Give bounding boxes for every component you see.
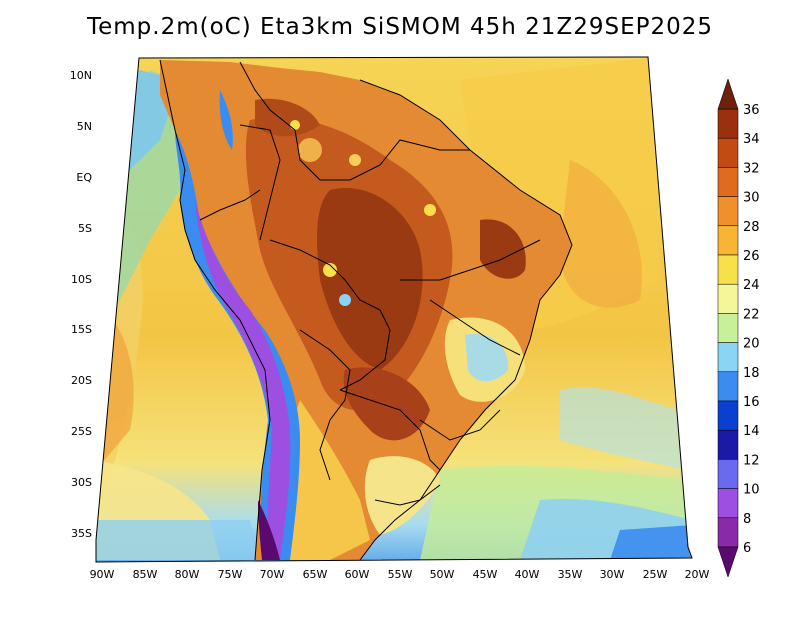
colorbar-label: 16 (743, 395, 760, 410)
lat-label: 35S (71, 527, 92, 540)
lat-label: 5N (77, 120, 92, 133)
colorbar-label: 34 (743, 132, 760, 147)
colorbar-label: 12 (743, 453, 760, 468)
lat-label: 10N (70, 69, 92, 82)
colorbar-label: 8 (743, 512, 751, 527)
colorbar-label: 32 (743, 161, 760, 176)
lat-label: EQ (76, 171, 92, 184)
colorbar-segment (717, 225, 739, 256)
lon-label: 35W (558, 568, 583, 581)
colorbar-label: 10 (743, 483, 760, 498)
lon-label: 90W (90, 568, 115, 581)
lon-label: 85W (133, 568, 158, 581)
colorbar-segment (717, 283, 739, 314)
colorbar-label: 14 (743, 424, 760, 439)
lat-axis: 10N 5N EQ 5S 10S 15S 20S 25S 30S 35S (70, 69, 93, 540)
colorbar: 36 34 32 30 28 26 24 22 20 18 16 14 12 10 8 6 (717, 78, 760, 578)
colorbar-segment (717, 488, 739, 519)
continent-field (160, 60, 572, 560)
lon-label: 50W (430, 568, 455, 581)
colorbar-segment (717, 196, 739, 227)
lat-label: 25S (71, 425, 92, 438)
lat-label: 5S (78, 222, 92, 235)
map-title: Temp.2m(oC) Eta3km SiSMOM 45h 21Z29SEP20… (86, 14, 714, 40)
lat-label: 30S (71, 476, 92, 489)
colorbar-label: 28 (743, 220, 760, 235)
lon-label: 80W (175, 568, 200, 581)
colorbar-segment (717, 400, 739, 431)
colorbar-label: 26 (743, 249, 760, 264)
lon-axis: 90W 85W 80W 75W 70W 65W 60W 55W 50W 45W … (90, 568, 710, 581)
colorbar-segment (717, 371, 739, 402)
lat-label: 20S (71, 374, 92, 387)
lat-label: 10S (71, 273, 92, 286)
colorbar-segment (717, 254, 739, 285)
lon-label: 30W (600, 568, 625, 581)
colorbar-segment (717, 137, 739, 168)
colorbar-segment (717, 517, 739, 548)
lon-label: 60W (345, 568, 370, 581)
domain-outline (95, 56, 693, 563)
colorbar-segment (717, 342, 739, 373)
lon-label: 65W (303, 568, 328, 581)
colorbar-segment (717, 429, 739, 460)
lon-label: 70W (260, 568, 285, 581)
colorbar-segment (717, 313, 739, 343)
colorbar-bottom-arrow (717, 546, 739, 578)
colorbar-top-arrow (717, 78, 739, 110)
colorbar-segment (717, 108, 739, 139)
lat-label: 15S (71, 323, 92, 336)
lon-label: 55W (388, 568, 413, 581)
lon-label: 20W (685, 568, 710, 581)
colorbar-label: 18 (743, 366, 760, 381)
colorbar-segment (717, 167, 739, 197)
colorbar-label: 36 (743, 103, 760, 118)
colorbar-label: 24 (743, 278, 760, 293)
colorbar-segment (717, 459, 739, 489)
colorbar-label: 30 (743, 191, 760, 206)
lon-label: 75W (218, 568, 243, 581)
colorbar-label: 22 (743, 307, 760, 322)
lon-label: 45W (473, 568, 498, 581)
lon-label: 25W (643, 568, 668, 581)
colorbar-label: 6 (743, 541, 751, 556)
country-borders (159, 59, 573, 561)
colorbar-label: 20 (743, 337, 760, 352)
lon-label: 40W (515, 568, 540, 581)
